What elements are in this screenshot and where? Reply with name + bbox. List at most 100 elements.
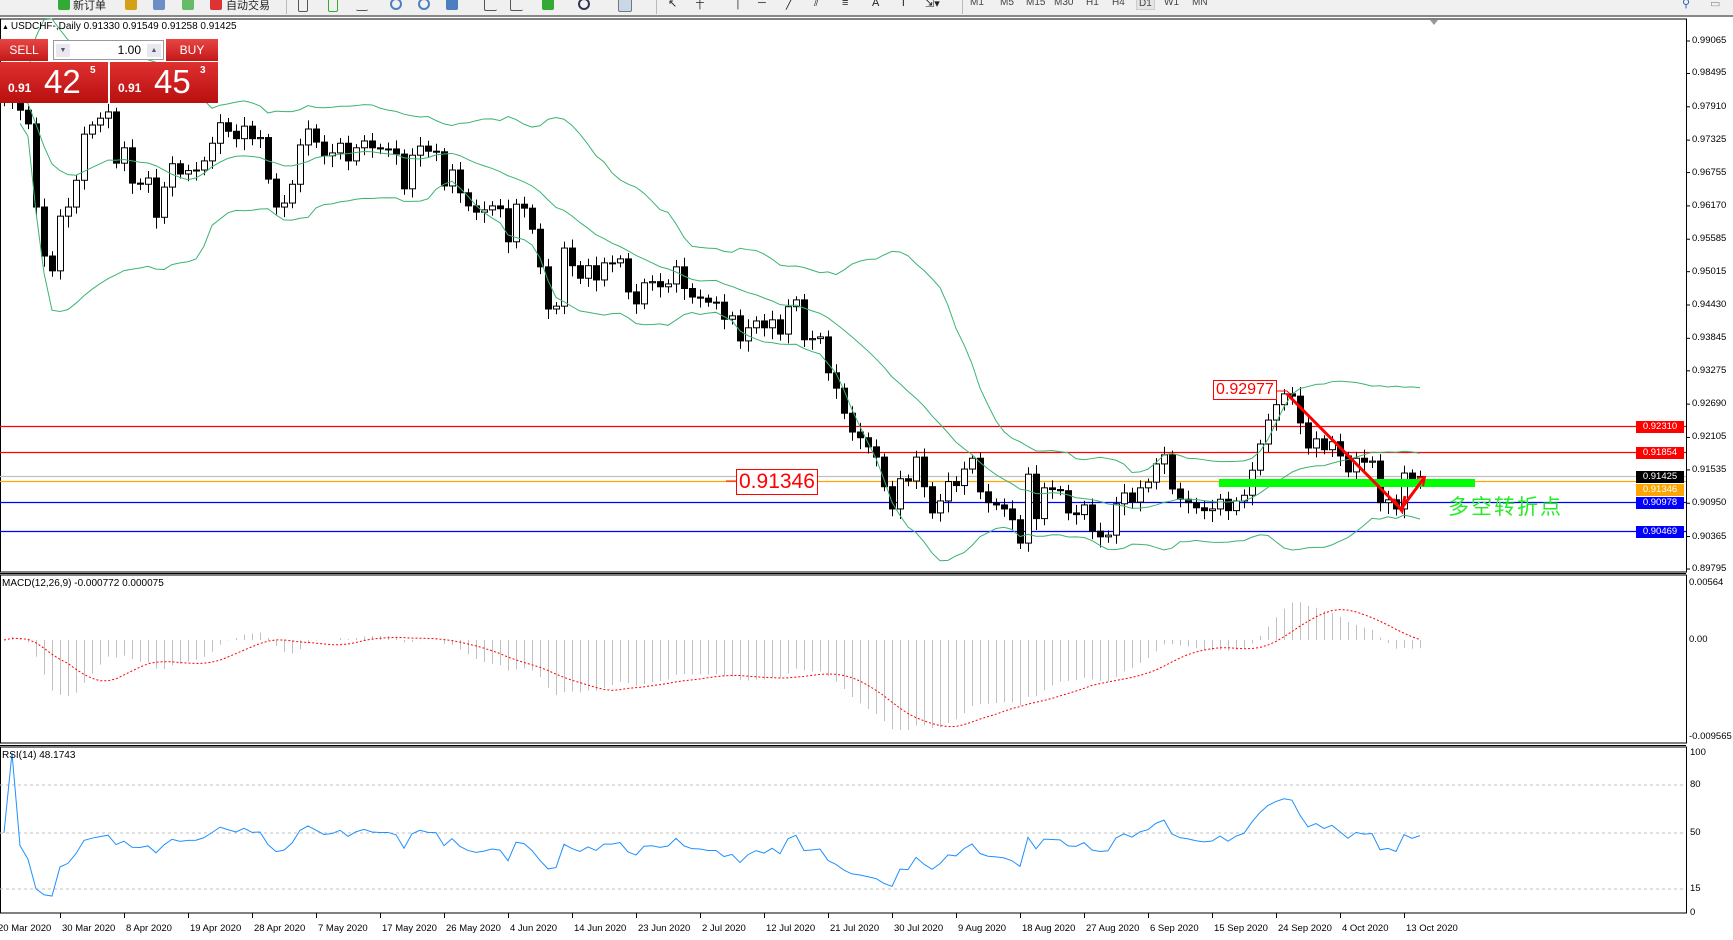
periods-icon[interactable] [578, 0, 590, 10]
buy-price-pips: 45 [154, 63, 191, 100]
lot-size-input[interactable]: ▼ 1.00 ▲ [53, 40, 164, 60]
candle [457, 161, 464, 203]
tile-windows-icon[interactable] [446, 0, 458, 10]
line-chart-icon[interactable] [356, 0, 368, 11]
bearish-candle-body [721, 301, 728, 320]
candle [625, 253, 632, 300]
bullish-candle-body [73, 179, 80, 208]
lot-value[interactable]: 1.00 [117, 43, 141, 57]
vertical-line-icon[interactable]: │ [735, 0, 742, 9]
rsi-axis-label: 100 [1690, 747, 1706, 758]
bullish-candle-body [1265, 419, 1272, 445]
sell-button[interactable]: SELL [0, 39, 48, 61]
bearish-candle-body [273, 178, 280, 208]
timeframe-d1[interactable]: D1 [1136, 0, 1155, 10]
price-axis-label: 0.89795 [1692, 563, 1727, 575]
swing-high-label[interactable]: 0.92977 [1213, 380, 1277, 400]
templates-icon[interactable] [618, 0, 632, 12]
buy-price-button[interactable]: 0.91 45 3 [110, 62, 218, 103]
bearish-candle-body [465, 192, 472, 207]
lot-decrease-icon[interactable]: ▼ [56, 44, 70, 57]
timeframe-h1[interactable]: H1 [1086, 0, 1099, 8]
equidistant-channel-icon[interactable]: ⫽ [814, 0, 819, 9]
timeframe-m15[interactable]: M15 [1026, 0, 1046, 8]
candle [1145, 478, 1152, 493]
arrows-icon[interactable]: ⇲▾ [925, 0, 940, 10]
price-axis-label: 0.92690 [1692, 398, 1727, 410]
arrow-head-icon [1391, 495, 1407, 515]
market-watch-icon[interactable] [125, 0, 137, 10]
indicators-icon[interactable] [542, 0, 554, 10]
lot-increase-icon[interactable]: ▲ [147, 44, 161, 57]
candle [929, 481, 936, 519]
price-axis-label: 0.90950 [1692, 497, 1727, 509]
timeframe-m30[interactable]: M30 [1054, 0, 1074, 8]
crosshair-icon[interactable]: ┼ [696, 0, 704, 9]
terminal-icon[interactable] [182, 0, 194, 10]
support-level-label[interactable]: 0.91346 [736, 469, 818, 495]
trendline-icon[interactable]: ╱ [786, 0, 793, 10]
reversal-point-annotation[interactable]: 多空转折点 [1448, 496, 1563, 519]
candle [209, 136, 216, 169]
chat-icon[interactable]: ▭ [1710, 0, 1721, 10]
candle [49, 251, 56, 277]
toolbar-separator [962, 0, 963, 14]
new-order-button[interactable]: 新订单 [73, 0, 106, 12]
bullish-candle-body [1105, 534, 1112, 538]
chart-shift-icon[interactable] [484, 0, 497, 11]
bullish-candle-body [1257, 443, 1264, 471]
candle [289, 180, 296, 209]
new-order-icon[interactable] [58, 0, 70, 10]
zoom-in-icon[interactable] [390, 0, 402, 10]
bullish-candle-body [161, 186, 168, 218]
timeframe-m5[interactable]: M5 [1000, 0, 1014, 8]
chart-shift-marker-icon[interactable] [1430, 20, 1438, 25]
price-axis-label: 0.95015 [1692, 265, 1727, 277]
candle [1281, 389, 1288, 411]
price-axis-label: 0.93275 [1692, 364, 1727, 376]
support-zone-bar[interactable] [1219, 479, 1475, 487]
candle [281, 195, 288, 218]
collapse-triangle-icon[interactable]: ▲ [2, 24, 11, 31]
horizontal-line-icon[interactable]: ─ [758, 0, 766, 9]
bullish-candle-body [193, 169, 200, 172]
bullish-candle-body [897, 478, 904, 510]
bullish-candle-body [1209, 508, 1216, 512]
buy-button[interactable]: BUY [166, 39, 218, 61]
rsi-pane-frame [0, 746, 1687, 914]
candle [1065, 484, 1072, 521]
timeframe-w1[interactable]: W1 [1164, 0, 1179, 8]
candle [577, 260, 584, 285]
bearish-candle-body [1097, 530, 1104, 538]
bullish-candle-body [105, 111, 112, 119]
main-pane-frame [0, 18, 1687, 573]
date-axis-label: 6 Sep 2020 [1150, 923, 1199, 934]
auto-trading-icon[interactable] [210, 0, 222, 10]
bullish-candle-body [1273, 404, 1280, 421]
fibonacci-icon[interactable]: ≡ [842, 0, 849, 9]
autoscroll-icon[interactable] [510, 0, 523, 11]
timeframe-h4[interactable]: H4 [1112, 0, 1125, 8]
sell-price-button[interactable]: 0.91 42 5 [0, 62, 108, 103]
text-label-icon[interactable]: T [900, 0, 907, 9]
candlestick-icon[interactable] [328, 0, 338, 12]
candle [897, 470, 904, 519]
candle [265, 133, 272, 184]
bullish-candle-body [209, 142, 216, 162]
bearish-candle-body [1001, 504, 1008, 510]
timeframe-mn[interactable]: MN [1192, 0, 1208, 8]
date-axis-label: 30 Mar 2020 [62, 923, 116, 934]
bearish-candle-body [497, 205, 504, 210]
date-axis-label: 18 Aug 2020 [1022, 923, 1076, 934]
timeframe-m1[interactable]: M1 [970, 0, 984, 8]
text-tool-icon[interactable]: A [872, 0, 880, 9]
auto-trading-button[interactable]: 自动交易 [226, 0, 270, 12]
search-icon[interactable]: ⚲ [1682, 0, 1691, 10]
cursor-icon[interactable]: ↖ [668, 0, 678, 10]
date-axis-label: 4 Oct 2020 [1342, 923, 1389, 934]
bearish-candle-body [401, 153, 408, 190]
navigator-icon[interactable] [153, 0, 165, 10]
zoom-out-icon[interactable] [418, 0, 430, 10]
bar-chart-icon[interactable] [298, 0, 308, 12]
